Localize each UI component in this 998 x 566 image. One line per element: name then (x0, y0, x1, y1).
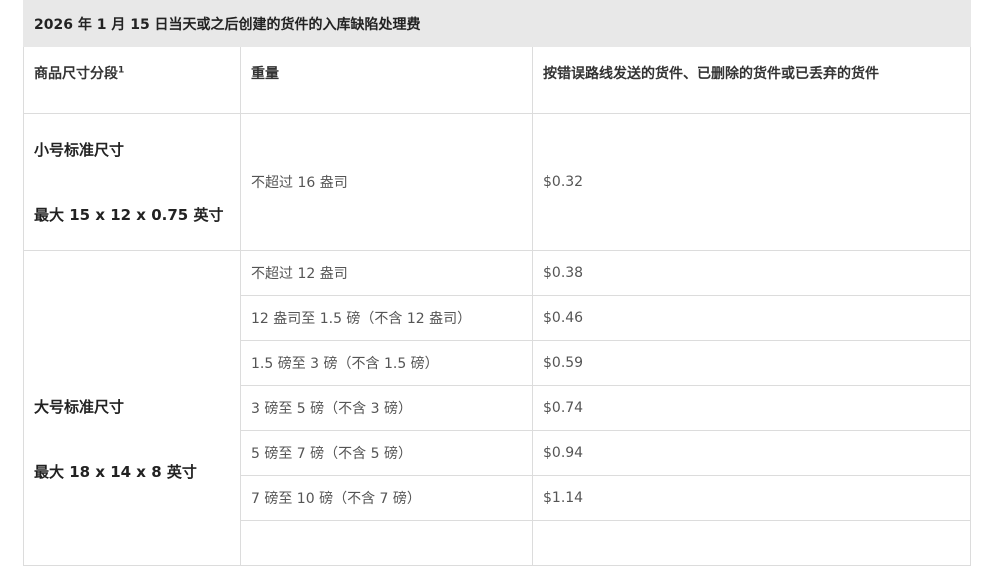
footnote-marker[interactable]: 1 (118, 65, 125, 76)
weight-cell: 不超过 16 盎司 (240, 113, 533, 251)
weight-cell: 12 盎司至 1.5 磅（不含 12 盎司） (240, 295, 533, 341)
table-row: 大号标准尺寸最大 18 x 14 x 8 英寸 不超过 12 盎司 $0.38 (23, 250, 972, 566)
tier-max: 最大 18 x 14 x 8 英寸 (34, 463, 197, 481)
weight-cell: 1.5 磅至 3 磅（不含 1.5 磅） (240, 340, 533, 386)
table-row: 1.5 磅至 3 磅（不含 1.5 磅） $0.59 (24, 340, 972, 386)
weight-cell: 7 磅至 10 磅（不含 7 磅） (240, 475, 533, 521)
fee-table-container: 2026 年 1 月 15 日当天或之后创建的货件的入库缺陷处理费 商品尺寸分段… (22, 0, 972, 566)
fee-cell (531, 520, 972, 566)
tier-name: 大号标准尺寸 (34, 398, 125, 416)
fee-cell: $0.32 (531, 113, 972, 251)
header-weight: 重量 (240, 46, 533, 114)
size-tier-small: 小号标准尺寸最大 15 x 12 x 0.75 英寸 (23, 113, 241, 251)
table-row: 小号标准尺寸最大 15 x 12 x 0.75 英寸 不超过 16 盎司 $0.… (23, 113, 972, 251)
table-row: 12 盎司至 1.5 磅（不含 12 盎司） $0.46 (24, 295, 972, 341)
table-row: 5 磅至 7 磅（不含 5 磅） $0.94 (24, 430, 972, 476)
table-row: 3 磅至 5 磅（不含 3 磅） $0.74 (24, 385, 972, 431)
weight-cell (240, 520, 533, 566)
header-row: 商品尺寸分段1 重量 按错误路线发送的货件、已删除的货件或已丢弃的货件 (23, 46, 972, 114)
header-size-tier-label: 商品尺寸分段 (34, 66, 118, 82)
fee-cell: $0.46 (531, 295, 972, 341)
tier-name: 小号标准尺寸 (34, 141, 125, 159)
weight-cell: 不超过 12 盎司 (240, 250, 533, 296)
fee-cell: $0.74 (531, 385, 972, 431)
size-tier-large: 大号标准尺寸最大 18 x 14 x 8 英寸 (23, 250, 241, 566)
fee-table: 2026 年 1 月 15 日当天或之后创建的货件的入库缺陷处理费 商品尺寸分段… (22, 0, 972, 566)
fee-cell: $0.38 (531, 250, 972, 296)
fee-cell: $1.14 (531, 475, 972, 521)
weight-cell: 3 磅至 5 磅（不含 3 磅） (240, 385, 533, 431)
header-fee: 按错误路线发送的货件、已删除的货件或已丢弃的货件 (531, 46, 972, 114)
fee-cell: $0.94 (531, 430, 972, 476)
fee-cell: $0.59 (531, 340, 972, 386)
table-title: 2026 年 1 月 15 日当天或之后创建的货件的入库缺陷处理费 (22, 0, 972, 47)
weight-cell: 5 磅至 7 磅（不含 5 磅） (240, 430, 533, 476)
tier-max: 最大 15 x 12 x 0.75 英寸 (34, 206, 224, 224)
header-size-tier: 商品尺寸分段1 (23, 46, 241, 114)
